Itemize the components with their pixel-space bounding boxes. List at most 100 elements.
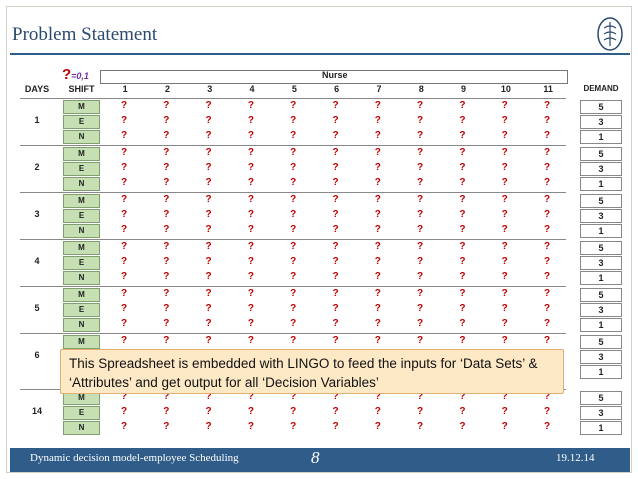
decision-variable-cell[interactable]: ? — [459, 146, 466, 158]
decision-variable-cell[interactable]: ? — [247, 209, 254, 220]
decision-variable-cell[interactable]: ? — [501, 193, 508, 205]
decision-variable-cell[interactable]: ? — [247, 287, 254, 299]
decision-variable-cell[interactable]: ? — [543, 162, 551, 174]
decision-variable-cell[interactable]: ? — [290, 334, 297, 346]
decision-variable-cell[interactable]: ? — [163, 115, 170, 127]
decision-variable-cell[interactable]: ? — [205, 115, 212, 127]
decision-variable-cell[interactable]: ? — [247, 240, 254, 252]
decision-variable-cell[interactable]: ? — [120, 209, 128, 220]
demand-cell[interactable]: 5 — [580, 193, 622, 208]
decision-variable-cell[interactable]: ? — [501, 406, 508, 418]
decision-variable-cell[interactable]: ? — [417, 224, 424, 236]
decision-variable-cell[interactable]: ? — [120, 391, 128, 402]
decision-variable-cell[interactable]: ? — [332, 177, 339, 189]
decision-variable-cell[interactable]: ? — [543, 115, 551, 127]
decision-variable-cell[interactable]: ? — [290, 240, 297, 252]
decision-variable-cell[interactable]: ? — [374, 177, 381, 189]
decision-variable-cell[interactable]: ? — [290, 209, 297, 220]
decision-variable-cell[interactable]: ? — [374, 115, 381, 127]
decision-variable-cell[interactable]: ? — [374, 421, 381, 433]
decision-variable-cell[interactable]: ? — [290, 224, 297, 236]
decision-variable-cell[interactable]: ? — [501, 146, 508, 158]
decision-variable-cell[interactable]: ? — [290, 255, 297, 267]
decision-variable-cell[interactable]: ? — [543, 302, 551, 314]
decision-variable-cell[interactable]: ? — [501, 209, 508, 220]
decision-variable-cell[interactable]: ? — [417, 209, 424, 220]
demand-cell[interactable]: 1 — [580, 364, 622, 379]
decision-variable-cell[interactable]: ? — [205, 162, 212, 174]
decision-variable-cell[interactable]: ? — [163, 100, 170, 111]
decision-variable-cell[interactable]: ? — [120, 302, 128, 314]
decision-variable-cell[interactable]: ? — [290, 421, 297, 433]
decision-variable-cell[interactable]: ? — [163, 209, 170, 220]
decision-variable-cell[interactable]: ? — [332, 130, 339, 142]
demand-cell[interactable]: 1 — [580, 177, 622, 192]
decision-variable-cell[interactable]: ? — [205, 406, 212, 418]
decision-variable-cell[interactable]: ? — [290, 318, 297, 329]
decision-variable-cell[interactable]: ? — [459, 287, 466, 299]
decision-variable-cell[interactable]: ? — [374, 318, 381, 329]
decision-variable-cell[interactable]: ? — [332, 162, 339, 174]
decision-variable-cell[interactable]: ? — [501, 130, 508, 142]
decision-variable-cell[interactable]: ? — [501, 421, 508, 433]
demand-cell[interactable]: 5 — [580, 334, 622, 349]
decision-variable-cell[interactable]: ? — [374, 146, 381, 158]
decision-variable-cell[interactable]: ? — [543, 177, 551, 189]
demand-cell[interactable]: 1 — [580, 421, 622, 436]
decision-variable-cell[interactable]: ? — [543, 255, 551, 267]
decision-variable-cell[interactable]: ? — [374, 100, 381, 111]
shift-cell[interactable]: E — [63, 302, 100, 317]
decision-variable-cell[interactable]: ? — [417, 130, 424, 142]
decision-variable-cell[interactable]: ? — [247, 100, 254, 111]
decision-variable-cell[interactable]: ? — [247, 391, 254, 402]
decision-variable-cell[interactable]: ? — [501, 162, 508, 174]
shift-cell[interactable]: E — [63, 162, 100, 177]
decision-variable-cell[interactable]: ? — [290, 406, 297, 418]
decision-variable-cell[interactable]: ? — [332, 406, 339, 418]
decision-variable-cell[interactable]: ? — [120, 255, 128, 267]
decision-variable-cell[interactable]: ? — [163, 391, 170, 402]
demand-cell[interactable]: 1 — [580, 130, 622, 145]
decision-variable-cell[interactable]: ? — [417, 391, 424, 402]
shift-cell[interactable]: M — [63, 193, 100, 208]
decision-variable-cell[interactable]: ? — [120, 115, 128, 127]
demand-cell[interactable]: 3 — [580, 162, 622, 177]
decision-variable-cell[interactable]: ? — [374, 271, 381, 283]
decision-variable-cell[interactable]: ? — [120, 334, 128, 346]
decision-variable-cell[interactable]: ? — [205, 255, 212, 267]
shift-cell[interactable]: N — [63, 177, 100, 192]
decision-variable-cell[interactable]: ? — [374, 302, 381, 314]
decision-variable-cell[interactable]: ? — [501, 287, 508, 299]
demand-cell[interactable]: 5 — [580, 391, 622, 405]
decision-variable-cell[interactable]: ? — [417, 406, 424, 418]
decision-variable-cell[interactable]: ? — [120, 240, 128, 252]
decision-variable-cell[interactable]: ? — [459, 391, 466, 402]
demand-cell[interactable]: 3 — [580, 209, 622, 223]
decision-variable-cell[interactable]: ? — [163, 271, 170, 283]
decision-variable-cell[interactable]: ? — [374, 193, 381, 205]
decision-variable-cell[interactable]: ? — [417, 255, 424, 267]
decision-variable-cell[interactable]: ? — [543, 406, 551, 418]
decision-variable-cell[interactable]: ? — [459, 318, 466, 329]
decision-variable-cell[interactable]: ? — [205, 146, 212, 158]
decision-variable-cell[interactable]: ? — [332, 115, 339, 127]
decision-variable-cell[interactable]: ? — [332, 302, 339, 314]
decision-variable-cell[interactable]: ? — [459, 240, 466, 252]
decision-variable-cell[interactable]: ? — [247, 162, 254, 174]
decision-variable-cell[interactable]: ? — [205, 177, 212, 189]
decision-variable-cell[interactable]: ? — [290, 287, 297, 299]
demand-cell[interactable]: 5 — [580, 287, 622, 302]
decision-variable-cell[interactable]: ? — [205, 224, 212, 236]
decision-variable-cell[interactable]: ? — [459, 209, 466, 220]
decision-variable-cell[interactable]: ? — [501, 224, 508, 236]
decision-variable-cell[interactable]: ? — [247, 146, 254, 158]
decision-variable-cell[interactable]: ? — [205, 240, 212, 252]
decision-variable-cell[interactable]: ? — [501, 302, 508, 314]
decision-variable-cell[interactable]: ? — [374, 391, 381, 402]
decision-variable-cell[interactable]: ? — [417, 240, 424, 252]
decision-variable-cell[interactable]: ? — [205, 193, 212, 205]
decision-variable-cell[interactable]: ? — [543, 318, 551, 329]
decision-variable-cell[interactable]: ? — [247, 115, 254, 127]
decision-variable-cell[interactable]: ? — [543, 146, 551, 158]
decision-variable-cell[interactable]: ? — [163, 224, 170, 236]
